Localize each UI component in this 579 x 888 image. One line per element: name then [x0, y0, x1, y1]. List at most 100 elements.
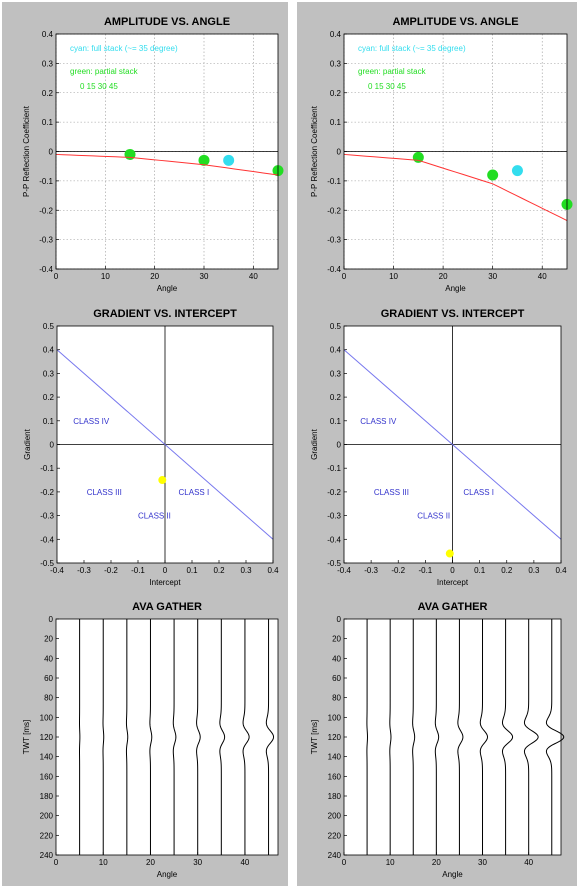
- y-axis-label: TWT [ms]: [310, 720, 319, 755]
- legend-annotation: 0 15 30 45: [368, 82, 406, 91]
- plot-frame: [343, 618, 562, 856]
- x-tick-label: -0.1: [418, 566, 432, 575]
- y-tick-label: 20: [332, 635, 341, 644]
- y-axis-label: P-P Reflection Coefficient: [22, 105, 31, 197]
- x-axis-label: Angle: [442, 870, 463, 879]
- x-tick-label: 30: [200, 272, 209, 281]
- y-tick-label: 20: [44, 635, 53, 644]
- y-tick-label: 0.4: [43, 346, 55, 355]
- seismic-trace: [172, 619, 177, 855]
- x-tick-label: 30: [193, 858, 202, 867]
- y-tick-label: -0.4: [40, 535, 54, 544]
- y-tick-label: 0.2: [43, 393, 55, 402]
- x-tick-label: 10: [99, 858, 108, 867]
- x-tick-label: -0.1: [131, 566, 145, 575]
- y-tick-label: -0.3: [327, 512, 341, 521]
- x-tick-label: 20: [146, 858, 155, 867]
- class-label: CLASS IV: [73, 417, 110, 426]
- chart-title: AMPLITUDE VS. ANGLE: [104, 16, 230, 28]
- seismic-trace: [149, 619, 153, 855]
- seismic-trace: [219, 619, 226, 855]
- y-tick-label: -0.1: [327, 177, 341, 186]
- x-tick-label: 20: [432, 858, 441, 867]
- class-label: CLASS I: [463, 488, 494, 497]
- y-tick-label: -0.1: [40, 464, 54, 473]
- seismic-trace: [102, 619, 105, 855]
- y-tick-label: 60: [44, 674, 53, 683]
- x-axis-label: Angle: [445, 284, 466, 293]
- x-tick-label: 0: [54, 858, 59, 867]
- plot-area: [344, 619, 561, 855]
- x-tick-label: 10: [389, 272, 398, 281]
- right-gather-chart: AVA GATHER Angle TWT [ms] 0 10 20 30 40 0 20 40 60 8…: [310, 601, 565, 879]
- x-tick-label: 0: [342, 858, 347, 867]
- y-tick-label: 100: [328, 713, 342, 722]
- y-tick-label: 160: [328, 772, 342, 781]
- data-point: [445, 549, 454, 558]
- y-tick-label: 0.4: [330, 346, 342, 355]
- data-point: [511, 165, 523, 177]
- data-point: [158, 476, 167, 485]
- plot-area: [56, 619, 278, 855]
- y-tick-label: 0: [50, 441, 55, 450]
- y-tick-label: -0.3: [40, 512, 54, 521]
- left-gi-chart: GRADIENT VS. INTERCEPTInterceptGradient-…: [23, 308, 279, 587]
- legend-annotation: green: partial stack: [358, 67, 427, 76]
- x-tick-label: -0.3: [364, 566, 378, 575]
- y-tick-label: 240: [328, 851, 342, 860]
- y-tick-label: 0.2: [330, 393, 342, 402]
- seismic-trace: [545, 619, 565, 855]
- x-tick-label: 0.2: [213, 566, 225, 575]
- y-tick-label: -0.5: [40, 559, 54, 568]
- y-tick-label: 0.1: [43, 417, 55, 426]
- x-tick-label: -0.3: [77, 566, 91, 575]
- y-tick-label: 0: [337, 441, 342, 450]
- y-axis-label: P-P Reflection Coefficient: [310, 105, 319, 197]
- y-tick-label: 140: [328, 753, 342, 762]
- y-tick-label: 40: [332, 654, 341, 663]
- y-tick-label: 220: [328, 831, 342, 840]
- y-tick-label: 40: [44, 654, 53, 663]
- y-tick-label: -0.1: [39, 177, 53, 186]
- class-label: CLASS II: [417, 512, 450, 521]
- class-label: CLASS I: [179, 488, 210, 497]
- x-tick-label: 0: [163, 566, 168, 575]
- y-tick-label: 0: [337, 148, 342, 157]
- y-tick-label: -0.4: [327, 535, 341, 544]
- y-axis-label: Gradient: [310, 428, 319, 459]
- x-tick-label: 0.1: [186, 566, 198, 575]
- y-tick-label: 120: [328, 733, 342, 742]
- x-tick-label: 10: [386, 858, 395, 867]
- plot-frame: [343, 325, 562, 564]
- seismic-trace: [434, 619, 440, 855]
- chart-title: AMPLITUDE VS. ANGLE: [392, 16, 518, 28]
- y-tick-label: 160: [40, 772, 54, 781]
- class-label: CLASS II: [138, 512, 171, 521]
- x-tick-label: 10: [101, 272, 110, 281]
- y-tick-label: 0.2: [330, 89, 342, 98]
- seismic-trace: [523, 619, 539, 855]
- x-tick-label: 0: [342, 272, 347, 281]
- y-tick-label: 0.3: [43, 369, 55, 378]
- plot-frame: [343, 33, 568, 270]
- plot-frame: [55, 618, 279, 856]
- data-point: [198, 154, 210, 166]
- y-tick-label: 0: [337, 615, 342, 624]
- plot-frame: [55, 33, 279, 270]
- y-tick-label: 220: [40, 831, 54, 840]
- x-axis-label: Angle: [157, 284, 178, 293]
- legend-annotation: green: partial stack: [70, 67, 139, 76]
- trend-line: [55, 153, 279, 176]
- trend-line: [343, 153, 568, 221]
- seismic-trace: [479, 619, 489, 855]
- x-tick-label: -0.4: [50, 566, 64, 575]
- y-tick-label: 180: [40, 792, 54, 801]
- y-tick-label: 100: [40, 713, 54, 722]
- y-tick-label: 60: [332, 674, 341, 683]
- data-point: [223, 154, 235, 166]
- y-tick-label: 180: [328, 792, 342, 801]
- x-tick-label: 0.1: [474, 566, 486, 575]
- y-tick-label: -0.1: [327, 464, 341, 473]
- y-tick-label: 0.2: [42, 89, 54, 98]
- trend-line: [56, 349, 274, 540]
